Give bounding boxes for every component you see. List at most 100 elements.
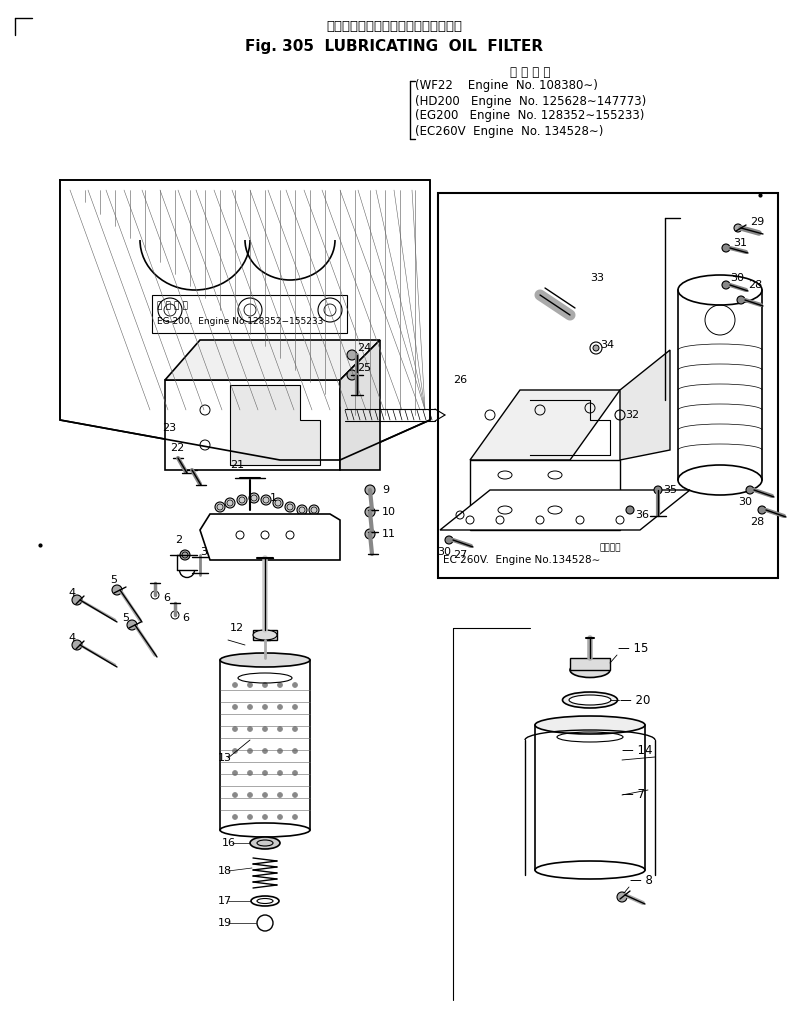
Text: 21: 21	[230, 460, 244, 470]
Circle shape	[233, 771, 237, 776]
Circle shape	[365, 529, 375, 539]
Circle shape	[722, 281, 730, 289]
Text: 25: 25	[357, 363, 371, 373]
Ellipse shape	[253, 630, 277, 640]
Bar	[152, 295, 347, 333]
Circle shape	[626, 506, 634, 514]
Circle shape	[248, 792, 252, 797]
Circle shape	[263, 704, 267, 709]
Text: 5: 5	[110, 575, 117, 585]
Text: — 14: — 14	[622, 744, 653, 757]
Text: 16: 16	[222, 838, 236, 848]
Circle shape	[248, 771, 252, 776]
Text: ルーブリケーティングオイルフィルタ: ルーブリケーティングオイルフィルタ	[326, 20, 462, 33]
Circle shape	[293, 682, 297, 687]
Circle shape	[248, 814, 252, 819]
Circle shape	[285, 502, 295, 512]
Circle shape	[293, 726, 297, 732]
Circle shape	[445, 536, 453, 544]
Text: 9: 9	[382, 485, 389, 495]
Circle shape	[263, 749, 267, 754]
Text: — 7: — 7	[622, 788, 645, 801]
Text: 12: 12	[230, 623, 244, 633]
Text: 31: 31	[733, 238, 747, 248]
Circle shape	[309, 504, 319, 515]
Circle shape	[273, 498, 283, 508]
Text: 4: 4	[68, 633, 75, 643]
Circle shape	[278, 814, 282, 819]
Text: 30: 30	[730, 273, 744, 283]
Circle shape	[347, 370, 357, 380]
Circle shape	[263, 814, 267, 819]
Circle shape	[278, 726, 282, 732]
Circle shape	[293, 704, 297, 709]
Polygon shape	[470, 460, 620, 530]
Circle shape	[180, 550, 190, 560]
Text: 17: 17	[218, 896, 232, 906]
Text: 32: 32	[625, 410, 639, 420]
Circle shape	[758, 506, 766, 514]
Text: 28: 28	[750, 517, 765, 527]
Circle shape	[249, 493, 259, 503]
Text: (EG200   Engine  No. 128352∼155233): (EG200 Engine No. 128352∼155233)	[415, 110, 645, 122]
Circle shape	[617, 892, 627, 902]
Circle shape	[233, 814, 237, 819]
Text: 26: 26	[453, 375, 467, 385]
Circle shape	[233, 682, 237, 687]
Ellipse shape	[220, 653, 310, 667]
Circle shape	[248, 726, 252, 732]
Text: 6: 6	[163, 593, 170, 603]
Text: 6: 6	[182, 613, 189, 623]
Circle shape	[593, 345, 599, 351]
Ellipse shape	[250, 837, 280, 849]
Circle shape	[737, 296, 745, 304]
Circle shape	[238, 298, 262, 322]
Circle shape	[263, 771, 267, 776]
Text: 適 用 号 機: 適 用 号 機	[510, 66, 550, 79]
Text: 30: 30	[437, 547, 451, 557]
Text: 11: 11	[382, 529, 396, 539]
Text: 36: 36	[635, 510, 649, 520]
Polygon shape	[620, 350, 670, 460]
Circle shape	[263, 792, 267, 797]
Text: 28: 28	[748, 281, 762, 290]
Circle shape	[158, 298, 182, 322]
Circle shape	[248, 704, 252, 709]
Circle shape	[365, 485, 375, 495]
Circle shape	[248, 749, 252, 754]
Circle shape	[233, 749, 237, 754]
Text: 30: 30	[738, 497, 752, 507]
Circle shape	[746, 486, 754, 494]
Text: EG 200.  Engine No.128352−155233: EG 200. Engine No.128352−155233	[157, 317, 323, 326]
Circle shape	[318, 298, 342, 322]
Text: 19: 19	[218, 918, 232, 928]
Circle shape	[293, 814, 297, 819]
Text: 4: 4	[68, 588, 75, 598]
Circle shape	[248, 682, 252, 687]
Circle shape	[263, 726, 267, 732]
Text: 23: 23	[162, 423, 176, 433]
Bar	[438, 193, 778, 578]
Circle shape	[278, 704, 282, 709]
Circle shape	[233, 704, 237, 709]
Circle shape	[72, 640, 82, 650]
Circle shape	[734, 224, 742, 232]
Circle shape	[297, 504, 307, 515]
Text: 33: 33	[590, 273, 604, 283]
Text: 18: 18	[218, 866, 232, 876]
Circle shape	[233, 792, 237, 797]
Bar	[570, 658, 610, 670]
Text: 22: 22	[170, 443, 185, 453]
Text: Fig. 305  LUBRICATING  OIL  FILTER: Fig. 305 LUBRICATING OIL FILTER	[245, 39, 543, 54]
Text: — 15: — 15	[618, 642, 649, 655]
Circle shape	[293, 749, 297, 754]
Text: 27: 27	[453, 550, 467, 560]
Circle shape	[278, 771, 282, 776]
Polygon shape	[470, 390, 620, 460]
Ellipse shape	[569, 695, 611, 705]
Text: 2: 2	[175, 535, 182, 545]
Text: 13: 13	[218, 753, 232, 763]
Text: (EC260V  Engine  No. 134528∼): (EC260V Engine No. 134528∼)	[415, 124, 604, 137]
Text: 35: 35	[663, 485, 677, 495]
Circle shape	[278, 749, 282, 754]
